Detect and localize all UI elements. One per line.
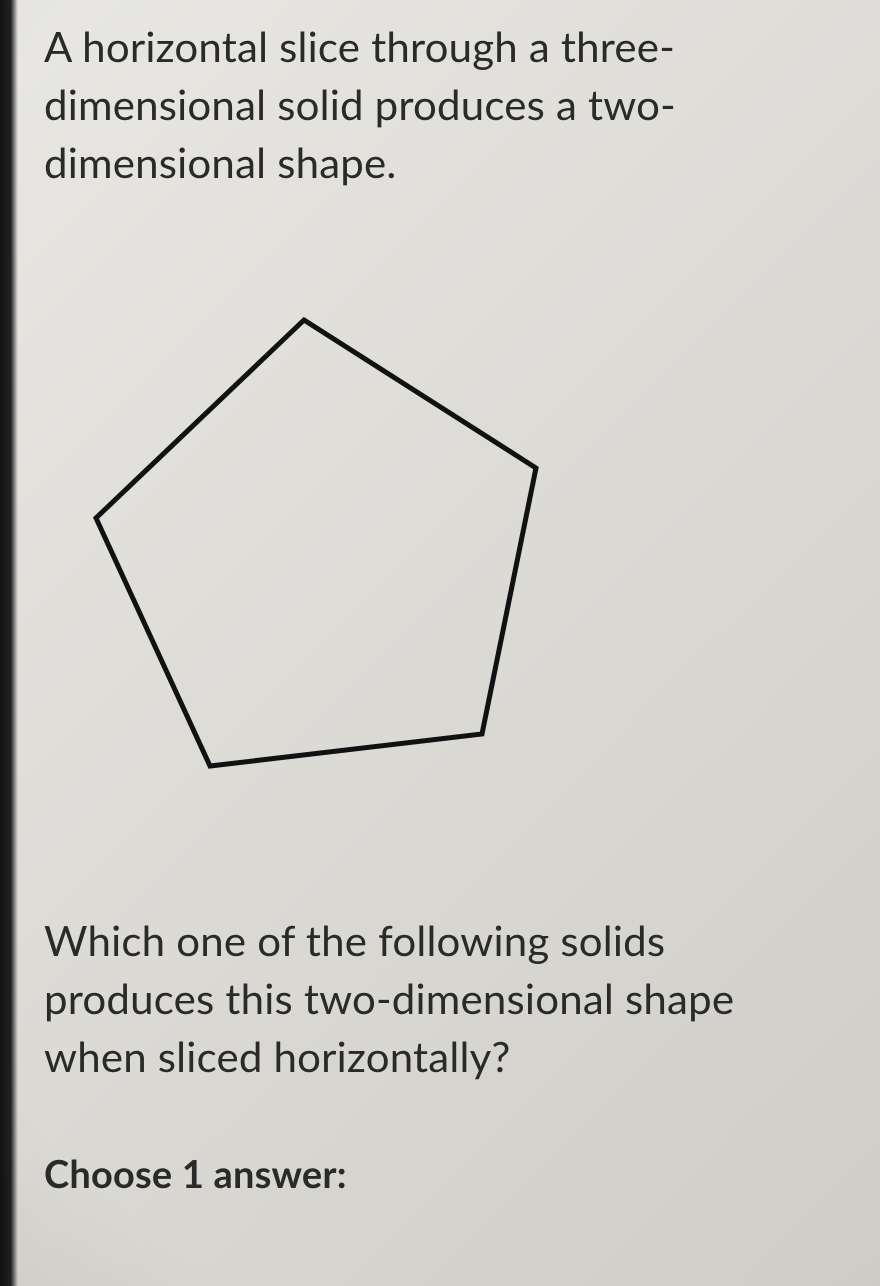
pentagon-figure [62,282,582,802]
choose-answer-label: Choose 1 answer: [44,1148,836,1200]
figure-container [44,282,836,802]
pentagon-shape [96,320,536,766]
question-prompt-text: Which one of the following solids produc… [44,912,836,1086]
question-content: A horizontal slice through a three-dimen… [44,18,836,1200]
left-edge-shadow [0,0,18,1286]
question-intro-text: A horizontal slice through a three-dimen… [44,18,836,192]
